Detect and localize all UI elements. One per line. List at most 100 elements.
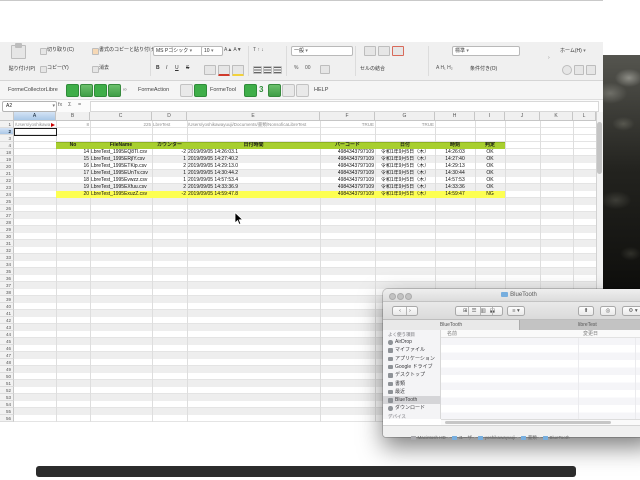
cell-H4[interactable]: 時刻 [449, 142, 460, 148]
strikethrough-button[interactable]: S [186, 65, 190, 71]
cell-D24[interactable]: -2 [181, 191, 186, 197]
cell-G22[interactable]: 令和1年9月5日（木） [380, 177, 430, 183]
row-header-49[interactable]: 49 [0, 366, 14, 373]
grow-shrink-font-icon[interactable]: A▲ A▼ [224, 47, 242, 53]
cell-B24[interactable]: 20 [83, 191, 89, 197]
cell-E23[interactable]: 2019/09/05 14:33:36.9 [188, 184, 239, 190]
row-header-32[interactable]: 32 [0, 247, 14, 254]
column-header-A[interactable]: A [14, 112, 56, 121]
conditional-format-button[interactable]: 条件付き(O) [470, 66, 498, 72]
cell-A1[interactable]: /Users/yoshikawa [15, 122, 51, 127]
cell-D19[interactable]: 1 [183, 156, 186, 162]
cell-B19[interactable]: 15 [83, 156, 89, 162]
finder-file-list[interactable] [441, 330, 640, 419]
cell-D22[interactable]: 1 [183, 177, 186, 183]
column-header-L[interactable]: L [573, 112, 596, 121]
cell-I4[interactable]: 判定 [484, 142, 495, 148]
sidebar-item-デスクトップ[interactable]: デスクトップ [383, 371, 441, 379]
cell-I19[interactable]: OK [486, 156, 494, 162]
column-modified[interactable]: 変更日 [583, 331, 599, 337]
collector-run-icon[interactable] [94, 84, 107, 97]
merge-cells-icon-1[interactable] [364, 46, 376, 56]
cell-B4[interactable]: No [69, 142, 77, 148]
cell-C19[interactable]: LbreTest_1995ERjlY.csv [91, 156, 145, 162]
cell-B18[interactable]: 14 [83, 149, 89, 155]
collector-grid-icon[interactable] [66, 84, 79, 97]
row-header-19[interactable]: 19 [0, 156, 14, 163]
row-header-36[interactable]: 36 [0, 275, 14, 282]
cell-F21[interactable]: 4984343797109 [337, 170, 374, 176]
cell-H19[interactable]: 14:27:40 [445, 156, 465, 162]
style-a-icon[interactable]: A H₁ H₂ [436, 65, 453, 71]
row-header-54[interactable]: 54 [0, 401, 14, 408]
copy-button[interactable]: コピー(Y) [47, 65, 69, 71]
sidebar-item-AirDrop[interactable]: AirDrop [383, 338, 441, 346]
cell-B21[interactable]: 17 [83, 170, 89, 176]
cell-D18[interactable]: -2 [181, 149, 186, 155]
merge-cells-icon-2[interactable] [378, 46, 390, 56]
function-wizard-button[interactable]: fx [58, 102, 63, 108]
tool-folder-icon[interactable] [268, 84, 281, 97]
column-header-G[interactable]: G [375, 112, 435, 121]
borders-icon[interactable] [204, 65, 216, 75]
sidebar-item-マイファイル[interactable]: マイファイル [383, 346, 441, 354]
sidebar-item-BlueTooth[interactable]: BlueTooth [383, 396, 441, 405]
path-segment[interactable]: 書類 [521, 432, 537, 443]
row-header-37[interactable]: 37 [0, 282, 14, 289]
cell-I20[interactable]: OK [486, 163, 494, 169]
sidebar-item-Google ドライブ[interactable]: Google ドライブ [383, 363, 441, 371]
tab-bluetooth[interactable]: BlueTooth [383, 320, 519, 330]
cell-F23[interactable]: 4984343797109 [337, 184, 374, 190]
row-header-1[interactable]: 1 [0, 121, 14, 128]
row-header-38[interactable]: 38 [0, 289, 14, 296]
row-header-2[interactable]: 2 [0, 128, 14, 135]
action-refresh-icon[interactable] [180, 84, 193, 97]
cell-C20[interactable]: LbreTest_1995ETKip.csv [91, 163, 147, 169]
vertical-align-icons[interactable]: T ↑ ↓ [253, 47, 264, 53]
cell-E21[interactable]: 2019/09/05 14:30:44.2 [188, 170, 239, 176]
cell-B22[interactable]: 18 [83, 177, 89, 183]
row-header-31[interactable]: 31 [0, 240, 14, 247]
forme-action-menu[interactable]: FormeAction [138, 87, 170, 93]
quicklook-button[interactable]: ◎ [600, 306, 616, 316]
column-header-H[interactable]: H [435, 112, 475, 121]
cell-C4[interactable]: FileName [109, 142, 133, 148]
cell-H21[interactable]: 14:30:44 [445, 170, 465, 176]
sum-button[interactable]: Σ [68, 102, 72, 108]
cell-C22[interactable]: LbreTest_1995Evwzz.csv [91, 177, 148, 183]
row-header-20[interactable]: 20 [0, 163, 14, 170]
cell-E22[interactable]: 2019/09/05 14:57:53.4 [188, 177, 239, 183]
row-header-33[interactable]: 33 [0, 254, 14, 261]
tool-badge[interactable]: 3 [259, 85, 264, 94]
row-header-23[interactable]: 23 [0, 184, 14, 191]
cell-C23[interactable]: LbreTest_1995EXfuu.csv [91, 184, 147, 190]
highlight-color-icon[interactable] [232, 65, 244, 76]
tool-settings-icon[interactable] [296, 84, 309, 97]
action-bulb-icon[interactable] [194, 84, 207, 97]
cell-F4[interactable]: バーコード [334, 142, 360, 148]
cell-C21[interactable]: LbreTest_1995EUnTv.csv [91, 170, 148, 176]
cell-G20[interactable]: 令和1年9月5日（木） [380, 163, 430, 169]
row-header-52[interactable]: 52 [0, 387, 14, 394]
cell-style-select[interactable]: 標準 ▾ [452, 46, 520, 56]
row-header-26[interactable]: 26 [0, 205, 14, 212]
unmerge-cells-icon[interactable] [392, 46, 404, 56]
row-header-18[interactable]: 18 [0, 149, 14, 156]
italic-button[interactable]: I [166, 65, 168, 71]
row-header-25[interactable]: 25 [0, 198, 14, 205]
path-segment[interactable]: BlueTooth [543, 432, 570, 443]
horizontal-scrollbar-thumb[interactable] [445, 420, 611, 424]
clear-button[interactable]: 消去 [99, 65, 110, 71]
sidebar-item-書類[interactable]: 書類 [383, 380, 441, 388]
row-header-46[interactable]: 46 [0, 345, 14, 352]
column-header-B[interactable]: B [56, 112, 90, 121]
zoom-icon[interactable] [405, 293, 412, 300]
ribbon-tab-select[interactable]: ホーム(H) ▾ [560, 48, 586, 54]
font-name-select[interactable]: MS Pゴシック ▾ [153, 46, 203, 56]
properties-icon[interactable] [586, 65, 596, 75]
tab-libretest[interactable]: libreTest [519, 320, 640, 330]
cell-C18[interactable]: LbreTest_1995EQ8Tl.csv [91, 149, 148, 155]
cell-F24[interactable]: 4984343797109 [337, 191, 374, 197]
path-segment[interactable]: Macintosh HD [411, 432, 446, 443]
cell-I22[interactable]: OK [486, 177, 494, 183]
